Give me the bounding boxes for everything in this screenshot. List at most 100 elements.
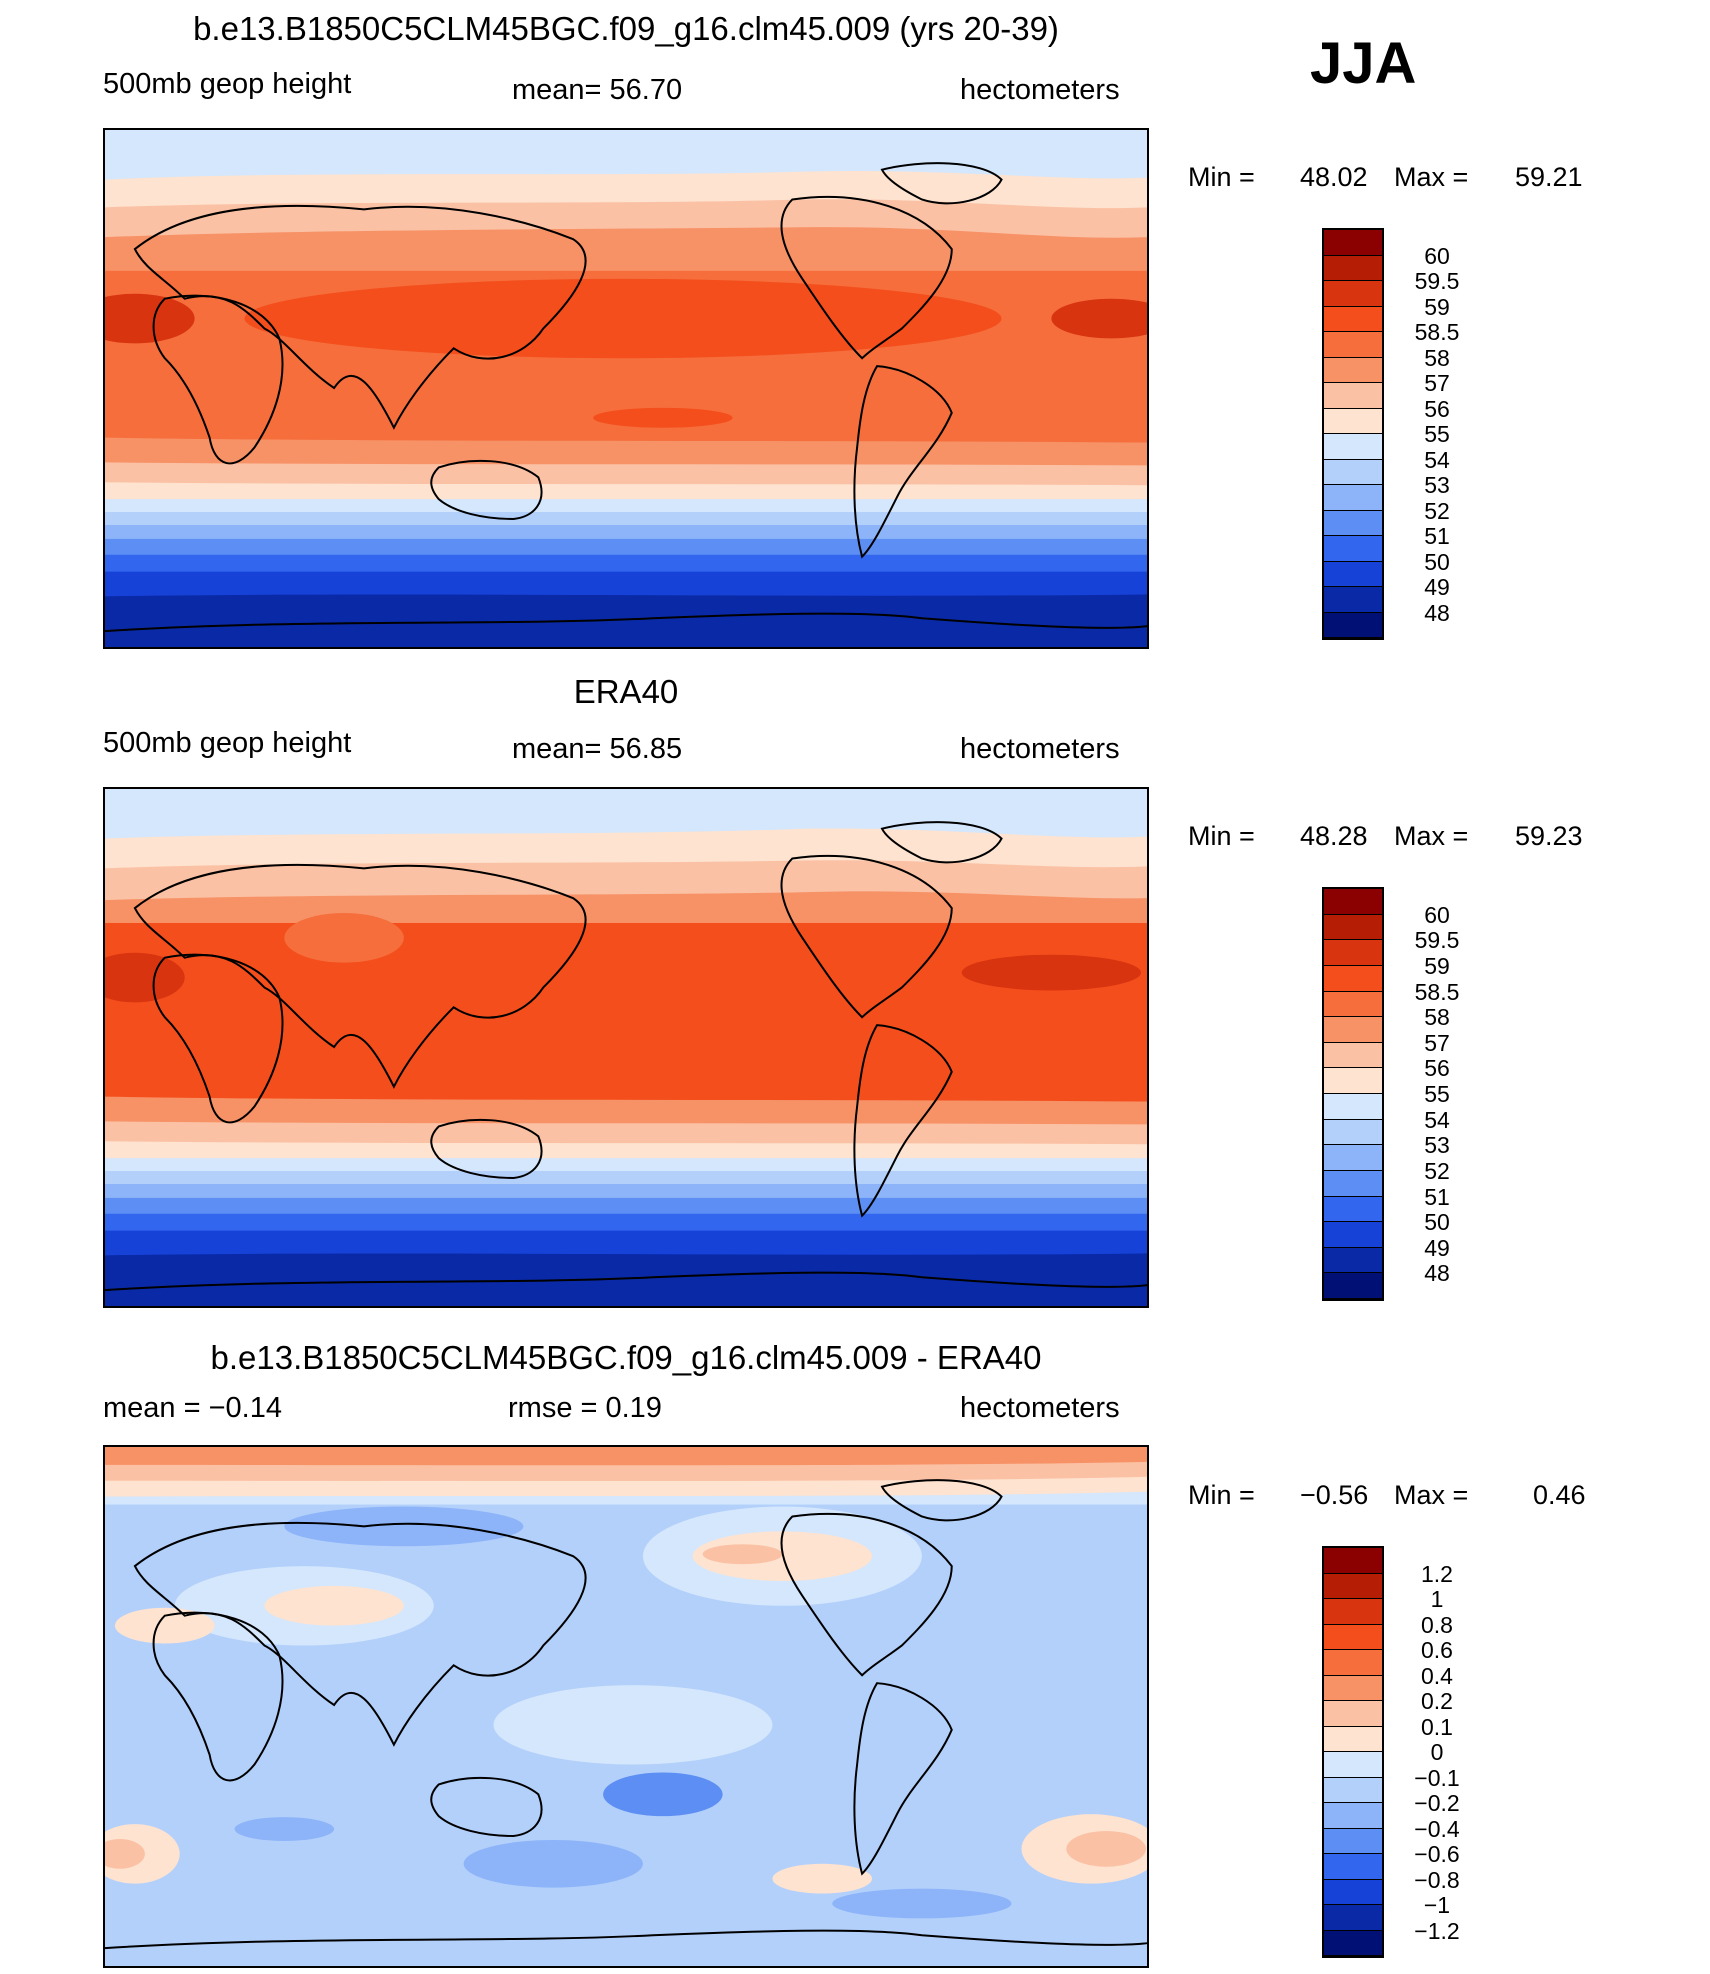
colorbar-swatch — [1324, 1273, 1382, 1299]
panel3-mean-label: mean = −0.14 — [103, 1392, 282, 1424]
colorbar-swatch — [1324, 587, 1382, 613]
panel1-min-value: 48.02 — [1300, 162, 1368, 192]
colorbar-swatch — [1324, 332, 1382, 358]
colorbar-swatch — [1324, 1094, 1382, 1120]
colorbar-tick-label: 55 — [1424, 421, 1450, 447]
colorbar-swatch — [1324, 1068, 1382, 1094]
colorbar-tick-label: 0.4 — [1421, 1662, 1453, 1689]
colorbar-swatch — [1324, 536, 1382, 562]
colorbar-swatch — [1324, 1803, 1382, 1829]
panel3-colorbar — [1322, 1546, 1384, 1958]
colorbar-tick-label: 55 — [1424, 1081, 1450, 1107]
colorbar-tick-label: 48 — [1424, 1260, 1450, 1287]
colorbar-tick-label: 54 — [1424, 446, 1450, 473]
panel2-max-label: Max = — [1394, 821, 1469, 851]
panel3-contour-plot — [105, 1447, 1147, 1966]
colorbar-swatch — [1324, 1196, 1382, 1223]
colorbar-tick-label: 58.5 — [1414, 978, 1460, 1005]
panel1-left-label: 500mb geop height — [103, 68, 352, 100]
colorbar-swatch — [1324, 1726, 1382, 1752]
colorbar-tick-label: 52 — [1424, 497, 1450, 524]
colorbar-tick-label: 0 — [1430, 1739, 1444, 1765]
panel1-title: b.e13.B1850C5CLM45BGC.f09_g16.clm45.009 … — [193, 10, 1059, 47]
colorbar-tick-label: 58 — [1424, 344, 1450, 371]
colorbar-swatch — [1324, 1145, 1382, 1171]
colorbar-swatch — [1324, 306, 1382, 332]
colorbar-swatch — [1324, 459, 1382, 485]
colorbar-swatch — [1324, 1170, 1382, 1197]
colorbar-swatch — [1324, 485, 1382, 511]
panel3-map — [103, 1445, 1149, 1968]
colorbar-tick-label: 0.8 — [1421, 1611, 1453, 1638]
panel2-left-label: 500mb geop height — [103, 727, 352, 759]
colorbar-tick-label: 0.2 — [1421, 1688, 1453, 1714]
panel2-colorbar — [1322, 887, 1384, 1301]
colorbar-tick-label: 59.5 — [1414, 927, 1460, 954]
colorbar-swatch — [1324, 991, 1382, 1018]
colorbar-tick-label: 60 — [1424, 242, 1450, 269]
colorbar-tick-label: 53 — [1424, 1132, 1450, 1159]
colorbar-tick-label: 0.1 — [1421, 1713, 1453, 1740]
panel2-map — [103, 787, 1149, 1308]
colorbar-swatch — [1324, 1042, 1382, 1069]
panel3-units: hectometers — [960, 1392, 1120, 1424]
colorbar-tick-label: 50 — [1424, 1209, 1450, 1236]
colorbar-tick-label: 53 — [1424, 472, 1450, 498]
colorbar-swatch — [1324, 383, 1382, 409]
colorbar-swatch — [1324, 1905, 1382, 1931]
colorbar-tick-label: 49 — [1424, 1234, 1450, 1261]
colorbar-swatch — [1324, 1222, 1382, 1248]
colorbar-swatch — [1324, 1247, 1382, 1274]
panel1-max-label: Max = — [1394, 162, 1469, 192]
panel1-units: hectometers — [960, 74, 1120, 106]
colorbar-swatch — [1324, 1777, 1382, 1803]
colorbar-tick-label: 1 — [1430, 1586, 1444, 1612]
colorbar-swatch — [1324, 255, 1382, 281]
panel1-mean-label: mean= 56.70 — [512, 74, 683, 106]
colorbar-tick-label: 57 — [1424, 1029, 1450, 1056]
panel2-max-value: 59.23 — [1515, 821, 1583, 851]
panel2-title: ERA40 — [573, 673, 679, 710]
colorbar-swatch — [1324, 1854, 1382, 1880]
colorbar-swatch — [1324, 889, 1382, 915]
colorbar-swatch — [1324, 1119, 1382, 1146]
colorbar-tick-label: 1.2 — [1421, 1560, 1453, 1587]
colorbar-swatch — [1324, 940, 1382, 966]
panel2-min-label: Min = — [1188, 821, 1255, 851]
colorbar-tick-label: 54 — [1424, 1106, 1450, 1133]
panel3-min-value: −0.56 — [1300, 1480, 1369, 1510]
colorbar-swatch — [1324, 357, 1382, 383]
colorbar-tick-label: −1.2 — [1414, 1917, 1460, 1944]
panel3-max-label: Max = — [1394, 1480, 1469, 1510]
colorbar-swatch — [1324, 408, 1382, 434]
colorbar-swatch — [1324, 1675, 1382, 1701]
colorbar-tick-label: 56 — [1424, 395, 1450, 422]
colorbar-swatch — [1324, 561, 1382, 587]
panel2-units: hectometers — [960, 733, 1120, 765]
colorbar-swatch — [1324, 1599, 1382, 1625]
panel1-max-value: 59.21 — [1515, 162, 1583, 192]
colorbar-swatch — [1324, 281, 1382, 307]
colorbar-tick-label: 50 — [1424, 548, 1450, 575]
colorbar-tick-label: −0.2 — [1414, 1790, 1460, 1816]
colorbar-tick-label: 58 — [1424, 1004, 1450, 1031]
colorbar-swatch — [1324, 965, 1382, 992]
colorbar-tick-label: 59.5 — [1414, 268, 1460, 294]
colorbar-swatch — [1324, 1879, 1382, 1905]
colorbar-tick-label: 52 — [1424, 1157, 1450, 1184]
colorbar-swatch — [1324, 1828, 1382, 1854]
colorbar-swatch — [1324, 1017, 1382, 1043]
colorbar-swatch — [1324, 1930, 1382, 1956]
colorbar-swatch — [1324, 612, 1382, 638]
colorbar-tick-label: −0.8 — [1414, 1866, 1460, 1893]
colorbar-tick-label: 60 — [1424, 901, 1450, 928]
colorbar-swatch — [1324, 1752, 1382, 1778]
panel2-mean-label: mean= 56.85 — [512, 733, 683, 765]
colorbar-tick-label: −0.1 — [1414, 1764, 1460, 1791]
colorbar-tick-label: −1 — [1423, 1892, 1451, 1918]
colorbar-tick-label: 51 — [1424, 523, 1450, 549]
colorbar-tick-label: 57 — [1424, 370, 1450, 396]
panel3-min-label: Min = — [1188, 1480, 1255, 1510]
panel3-rmse-label: rmse = 0.19 — [508, 1392, 662, 1424]
colorbar-swatch — [1324, 1624, 1382, 1650]
